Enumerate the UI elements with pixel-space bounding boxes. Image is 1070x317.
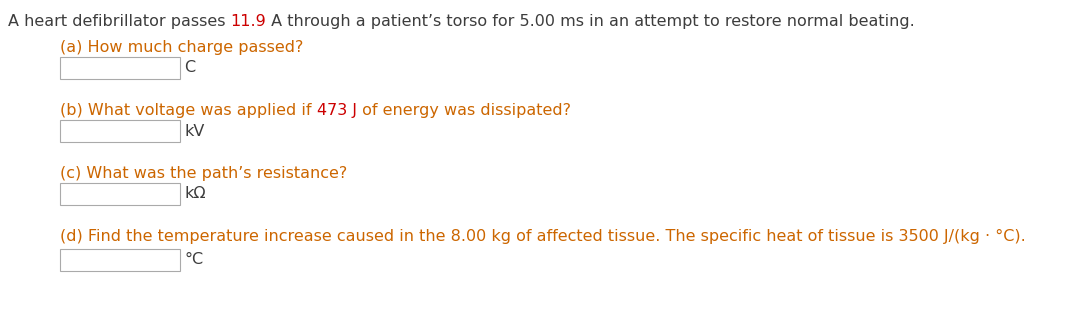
Text: kV: kV — [184, 124, 204, 139]
Text: kΩ: kΩ — [184, 186, 205, 202]
Text: A through a patient’s torso for 5.00 ms in an attempt to restore normal beating.: A through a patient’s torso for 5.00 ms … — [266, 14, 915, 29]
Text: (b) What voltage was applied if: (b) What voltage was applied if — [60, 103, 317, 118]
Text: (a) How much charge passed?: (a) How much charge passed? — [60, 40, 304, 55]
Text: of energy was dissipated?: of energy was dissipated? — [356, 103, 570, 118]
Text: (c) What was the path’s resistance?: (c) What was the path’s resistance? — [60, 166, 348, 181]
Text: 473 J: 473 J — [317, 103, 356, 118]
Text: °C: °C — [184, 253, 203, 268]
Text: (d) Find the temperature increase caused in the 8.00 kg of affected tissue. The : (d) Find the temperature increase caused… — [60, 229, 1026, 244]
Text: A heart defibrillator passes: A heart defibrillator passes — [7, 14, 231, 29]
Text: 11.9: 11.9 — [231, 14, 266, 29]
Text: C: C — [184, 61, 195, 75]
